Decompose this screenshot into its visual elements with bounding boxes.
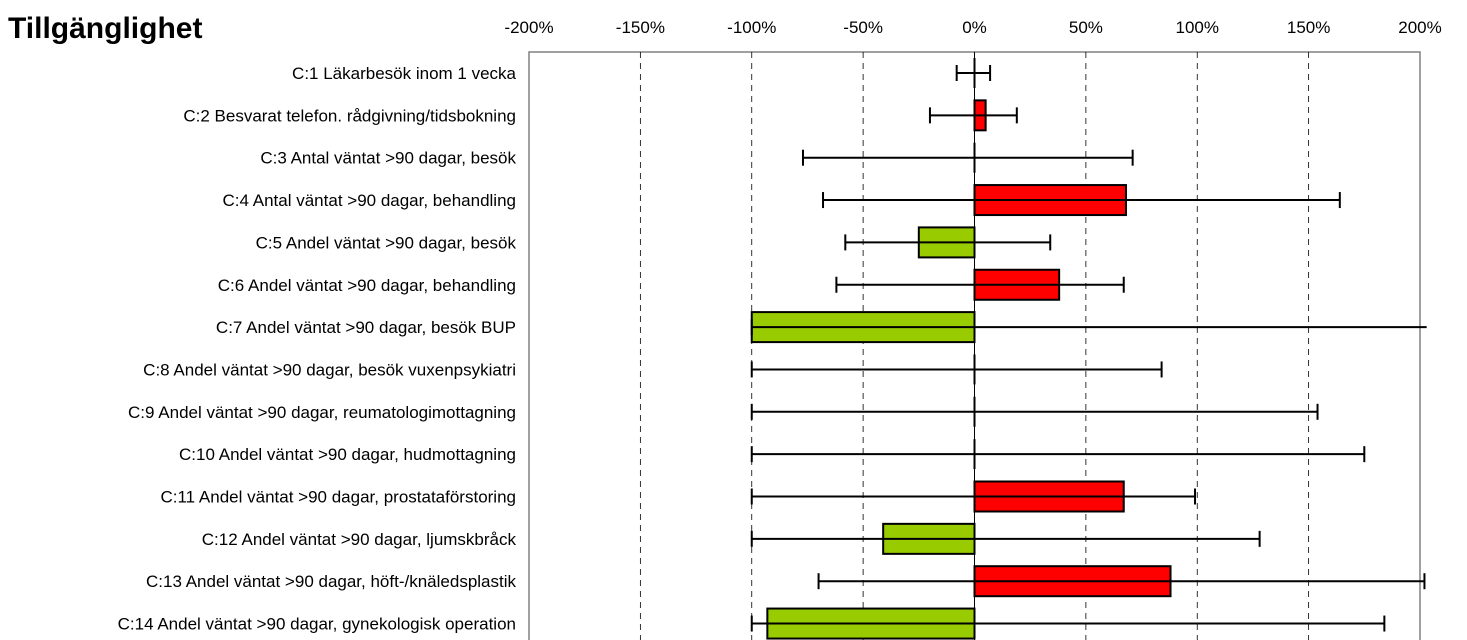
chart-title: Tillgänglighet	[8, 12, 203, 45]
x-tick-label: -200%	[504, 18, 553, 37]
category-label: C:3 Antal väntat >90 dagar, besök	[260, 149, 516, 168]
x-tick-label: 50%	[1069, 18, 1103, 37]
category-label: C:8 Andel väntat >90 dagar, besök vuxenp…	[143, 360, 516, 379]
category-label: C:11 Andel väntat >90 dagar, prostataför…	[160, 488, 516, 507]
x-tick-label: -150%	[616, 18, 665, 37]
category-label: C:5 Andel väntat >90 dagar, besök	[256, 233, 517, 252]
category-label: C:6 Andel väntat >90 dagar, behandling	[218, 276, 516, 295]
x-tick-label: -100%	[727, 18, 776, 37]
category-label: C:2 Besvarat telefon. rådgivning/tidsbok…	[183, 106, 516, 125]
category-label: C:4 Antal väntat >90 dagar, behandling	[223, 191, 516, 210]
x-tick-label: -50%	[843, 18, 883, 37]
category-label: C:12 Andel väntat >90 dagar, ljumskbråck	[202, 530, 517, 549]
category-label: C:1 Läkarbesök inom 1 vecka	[292, 64, 516, 83]
category-label: C:14 Andel väntat >90 dagar, gynekologis…	[118, 615, 516, 634]
category-label: C:13 Andel väntat >90 dagar, höft-/knäle…	[146, 572, 516, 591]
x-tick-label: 0%	[962, 18, 987, 37]
category-label: C:7 Andel väntat >90 dagar, besök BUP	[216, 318, 516, 337]
x-tick-label: 150%	[1287, 18, 1330, 37]
category-label: C:9 Andel väntat >90 dagar, reumatologim…	[128, 403, 516, 422]
x-tick-label: 100%	[1176, 18, 1219, 37]
x-tick-label: 200%	[1398, 18, 1441, 37]
category-label: C:10 Andel väntat >90 dagar, hudmottagni…	[179, 445, 516, 464]
